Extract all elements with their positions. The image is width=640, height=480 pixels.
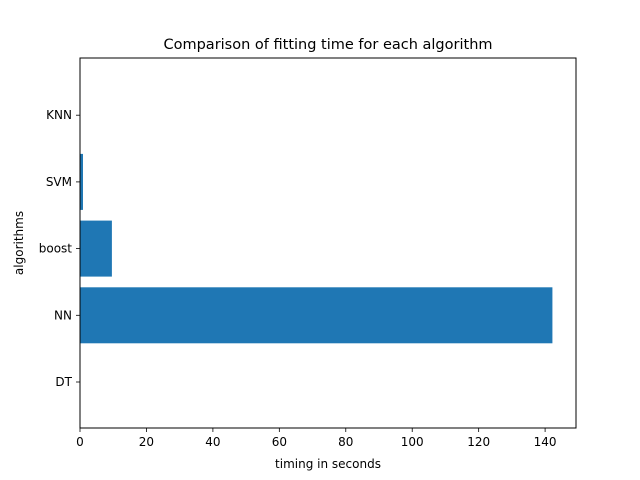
y-tick-label: KNN	[46, 108, 72, 122]
x-tick-label: 100	[401, 435, 424, 449]
x-tick-label: 40	[205, 435, 220, 449]
x-axis-ticks: 0 20 40 60 80 100 120 140	[76, 428, 557, 449]
y-tick-label: SVM	[46, 175, 72, 189]
x-tick-label: 80	[338, 435, 353, 449]
x-tick-label: 120	[467, 435, 490, 449]
y-tick-label: boost	[39, 242, 73, 256]
plot-frame	[79, 57, 577, 429]
y-axis-label: algorithms	[12, 211, 26, 275]
bars-group	[80, 87, 553, 410]
x-tick-label: 140	[534, 435, 557, 449]
bar-svm	[80, 153, 83, 210]
x-tick-label: 0	[76, 435, 84, 449]
chart-title: Comparison of fitting time for each algo…	[163, 37, 492, 53]
x-axis-label: timing in seconds	[275, 457, 381, 471]
y-tick-label: DT	[55, 375, 72, 389]
x-tick-label: 60	[272, 435, 287, 449]
y-tick-label: NN	[54, 308, 72, 322]
bar-nn	[80, 287, 553, 344]
x-tick-label: 20	[139, 435, 154, 449]
bar-boost	[80, 220, 112, 277]
y-axis-ticks: DT NN boost SVM KNN	[39, 108, 80, 389]
